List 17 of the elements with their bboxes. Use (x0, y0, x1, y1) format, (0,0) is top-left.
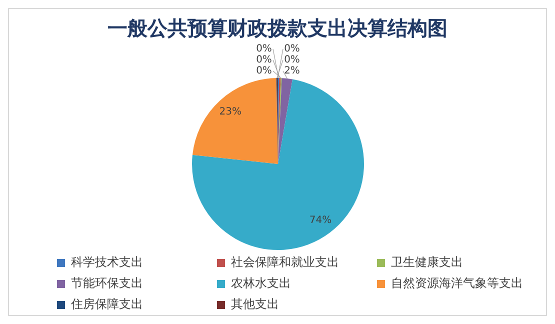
data-label: 23% (218, 106, 241, 118)
legend-label: 住房保障支出 (71, 296, 143, 313)
data-label: 0% (256, 66, 272, 77)
data-label: 0% (284, 44, 300, 55)
legend-label: 节能环保支出 (71, 275, 143, 292)
legend-label: 其他支出 (231, 296, 279, 313)
legend-label: 农林水支出 (231, 275, 291, 292)
legend-label: 社会保障和就业支出 (231, 254, 339, 271)
chart-title: 一般公共预算财政拨款支出决算结构图 (106, 15, 448, 42)
legend-label: 卫生健康支出 (391, 254, 463, 271)
legend-label: 自然资源海洋气象等支出 (391, 275, 523, 292)
data-label: 74% (308, 214, 332, 226)
legend-label: 科学技术支出 (71, 254, 143, 271)
data-label: 0% (256, 44, 272, 55)
data-label: 0% (284, 54, 300, 66)
data-label: 2% (284, 66, 300, 77)
data-label: 0% (256, 54, 272, 66)
